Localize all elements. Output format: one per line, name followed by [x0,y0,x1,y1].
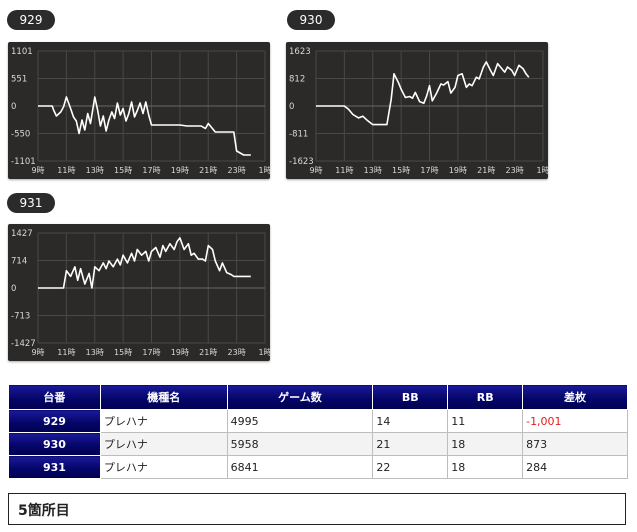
cell-rb: 11 [447,409,524,433]
x-tick-label: 13時 [364,166,382,175]
y-tick-label: 812 [289,74,305,84]
series-line [38,237,251,289]
y-tick-label: 551 [11,74,27,84]
cell-diff: -1,001 [522,409,628,433]
cell-machine-no[interactable]: 930 [8,432,101,456]
cell-rb: 18 [447,455,524,479]
series-line [316,61,530,126]
header-rb: RB [447,384,524,410]
y-tick-label: 1427 [11,229,33,239]
y-tick-label: 0 [289,102,294,112]
machine-label-931: 931 [7,193,55,213]
x-tick-label: 1時 [536,166,548,175]
header-diff: 差枚 [522,384,628,410]
y-tick-label: 1623 [289,47,311,57]
x-tick-label: 19時 [171,166,189,175]
y-tick-label: -550 [11,129,30,139]
series-line [38,96,251,156]
table-row: 931 プレハナ 6841 22 18 284 [8,455,628,479]
cell-games: 4995 [226,409,374,433]
x-tick-label: 1時 [258,348,270,357]
cell-model: プレハナ [99,455,228,479]
machine-data-table: 台番 機種名 ゲーム数 BB RB 差枚 929 プレハナ 4995 14 11… [8,384,628,479]
x-tick-label: 13時 [86,166,104,175]
x-tick-label: 21時 [477,166,495,175]
header-model: 機種名 [99,384,228,410]
x-tick-label: 15時 [114,166,132,175]
cell-model: プレハナ [99,409,228,433]
cell-machine-no[interactable]: 931 [8,455,101,479]
y-tick-label: -1623 [289,157,314,167]
cell-model: プレハナ [99,432,228,456]
y-tick-label: -1101 [11,157,36,167]
x-tick-label: 15時 [392,166,410,175]
section-heading: 5箇所目 [18,503,70,519]
y-tick-label: -713 [11,311,30,321]
header-machine-no: 台番 [8,384,101,410]
section-heading-box: 5箇所目 [8,493,626,525]
x-tick-label: 11時 [335,166,353,175]
chart-931: 1427 714 0 -713 -1427 9時 11時 13時 15時 17時 19時 21時 23時… [8,224,270,361]
y-tick-label: -1427 [11,339,36,349]
y-tick-label: 0 [11,284,16,294]
x-tick-label: 17時 [142,166,160,175]
chart-930: 1623 812 0 -811 -1623 9時 11時 13時 15時 17時 19時 21時 23時… [286,42,548,179]
table-row: 930 プレハナ 5958 21 18 873 [8,432,628,456]
cell-bb: 22 [372,455,449,479]
x-tick-label: 15時 [114,348,132,357]
chart-929: 1101 551 0 -550 -1101 9時 11時 13時 15時 17時 19時 21時 23時… [8,42,270,179]
cell-bb: 14 [372,409,449,433]
x-tick-label: 23時 [506,166,524,175]
x-tick-label: 17時 [420,166,438,175]
header-bb: BB [372,384,449,410]
x-tick-label: 9時 [31,166,44,175]
x-tick-label: 21時 [199,348,217,357]
x-tick-label: 19時 [449,166,467,175]
cell-games: 6841 [226,455,374,479]
x-tick-label: 23時 [228,348,246,357]
table-header-row: 台番 機種名 ゲーム数 BB RB 差枚 [8,384,628,410]
y-tick-label: 714 [11,256,27,266]
cell-machine-no[interactable]: 929 [8,409,101,433]
machine-label-930: 930 [287,10,335,30]
y-tick-label: 0 [11,102,16,112]
header-games: ゲーム数 [226,384,374,410]
x-tick-label: 11時 [57,348,75,357]
cell-bb: 21 [372,432,449,456]
y-tick-label: 1101 [11,47,33,57]
x-tick-label: 11時 [57,166,75,175]
x-tick-label: 19時 [171,348,189,357]
cell-rb: 18 [447,432,524,456]
x-tick-label: 21時 [199,166,217,175]
x-tick-label: 23時 [228,166,246,175]
cell-games: 5958 [226,432,374,456]
x-tick-label: 17時 [142,348,160,357]
cell-diff: 284 [522,455,628,479]
y-tick-label: -811 [289,129,308,139]
machine-label-929: 929 [7,10,55,30]
x-tick-label: 1時 [258,166,270,175]
table-row: 929 プレハナ 4995 14 11 -1,001 [8,409,628,433]
x-tick-label: 9時 [309,166,322,175]
x-tick-label: 13時 [86,348,104,357]
x-tick-label: 9時 [31,348,44,357]
cell-diff: 873 [522,432,628,456]
